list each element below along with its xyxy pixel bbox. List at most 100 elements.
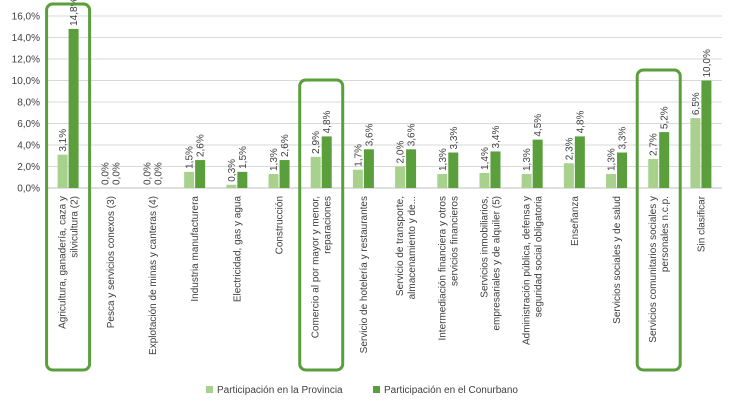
data-label: 2,0% <box>396 141 407 164</box>
bar <box>532 139 543 188</box>
bar <box>395 166 406 188</box>
data-label: 1,5% <box>185 146 196 169</box>
bar <box>268 174 279 188</box>
data-label: 3,3% <box>449 127 460 150</box>
x-tick-label: Electricidad, gas y agua <box>232 196 243 303</box>
legend-swatch <box>373 386 380 393</box>
bar <box>659 132 670 188</box>
x-tick-label: Servicios sociales y de salud <box>612 196 623 324</box>
bar <box>226 184 237 188</box>
data-label: 0,0% <box>142 162 153 185</box>
y-tick-label: 8,0% <box>17 98 40 109</box>
y-tick-label: 6,0% <box>17 119 40 130</box>
x-tick-label: Servicios inmobiliarios, <box>479 196 490 298</box>
data-label: 2,9% <box>311 131 322 154</box>
x-tick-label: Administración pública, defensa y <box>522 196 533 345</box>
data-label: 2,7% <box>649 133 660 156</box>
bar <box>237 171 248 188</box>
bar <box>68 28 79 189</box>
legend: Participación en la Provincia Participaci… <box>206 385 518 396</box>
x-tick-label: seguridad social obligatoria <box>534 196 545 318</box>
data-label: 3,1% <box>58 129 69 152</box>
bar <box>352 169 363 188</box>
x-tick-label: reparaciones <box>323 196 334 254</box>
bar <box>490 151 501 188</box>
legend-swatch <box>206 386 213 393</box>
x-tick-label: Industria manufacturera <box>190 196 201 302</box>
y-tick-label: 10,0% <box>12 76 40 87</box>
bar <box>617 152 628 188</box>
x-tick-label: Servicio de transporte, <box>395 196 406 296</box>
bar <box>606 174 617 188</box>
data-labels: 3,1%0,0% 0,0%1,5%0,3% 1,3%2,9%1,7% 2,0% 1,3%… <box>58 0 713 185</box>
data-label: 1,3% <box>522 148 533 171</box>
y-tick-label: 0,0% <box>17 184 40 195</box>
highlight-box <box>45 2 92 372</box>
x-tick-label: Construcción <box>275 196 286 254</box>
bar <box>521 174 532 188</box>
x-tick-label: Servicios comunitarios sociales y <box>648 196 659 343</box>
bar <box>437 174 448 188</box>
data-label: 6,5% <box>691 92 702 115</box>
bar <box>195 160 206 188</box>
x-tick-label: Comercio al por mayor y menor, <box>311 196 322 338</box>
bar <box>574 136 585 188</box>
data-label: 0,0% <box>111 162 122 185</box>
data-label: 1,5% <box>238 146 249 169</box>
x-tick-label: Intermediación financiera y otros <box>437 196 448 341</box>
x-axis-category-labels: Agricultura, ganadería, caza y silvicultu… <box>58 195 708 355</box>
bar <box>184 171 195 188</box>
x-tick-label: Explotación de minas y canteras (4) <box>148 196 159 355</box>
data-label: 1,3% <box>607 148 618 171</box>
x-tick-label: Agricultura, ganadería, caza y <box>58 196 69 329</box>
x-tick-label: almacenamiento y de... <box>407 196 418 299</box>
data-label: 14,8% <box>69 0 80 26</box>
data-label: 3,6% <box>364 123 375 146</box>
bar <box>448 152 459 188</box>
highlight-box <box>635 68 682 372</box>
bar <box>279 160 290 188</box>
data-label: 2,6% <box>196 134 207 157</box>
data-label: 1,7% <box>353 144 364 167</box>
y-tick-label: 14,0% <box>12 33 40 44</box>
data-label: 1,3% <box>269 148 280 171</box>
data-label: 1,3% <box>438 148 449 171</box>
data-label: 5,2% <box>660 106 671 129</box>
bar <box>563 163 574 188</box>
bars <box>57 28 712 189</box>
highlight-boxes <box>45 2 682 372</box>
bar <box>321 136 332 188</box>
x-tick-label: personales n.c.p. <box>660 196 671 272</box>
x-tick-label: empresariales y de alquiler (5) <box>491 196 502 331</box>
y-axis-tick-labels: 0,0% 2,0% 4,0% 6,0% 8,0% 10,0% 12,0% 14,0% 16,0% <box>12 12 40 195</box>
data-label: 4,8% <box>322 110 333 133</box>
legend-label: Participación en la Provincia <box>217 385 343 396</box>
x-tick-label: Servicio de hotelería y restaurantes <box>359 196 370 353</box>
bar <box>363 149 374 188</box>
y-tick-label: 12,0% <box>12 55 40 66</box>
data-label: 3,3% <box>618 127 629 150</box>
x-tick-label: silvicultura (2) <box>70 196 81 258</box>
x-tick-label: servicios financieros <box>449 196 460 286</box>
data-label: 4,8% <box>575 110 586 133</box>
data-label: 3,4% <box>491 126 502 149</box>
bar <box>701 80 712 188</box>
x-tick-label: Pesca y servicios conexos (3) <box>106 196 117 328</box>
data-label: 10,0% <box>702 49 713 77</box>
bar <box>479 172 490 188</box>
data-label: 3,6% <box>407 123 418 146</box>
data-label: 0,0% <box>153 162 164 185</box>
gridlines <box>47 15 722 189</box>
bar <box>310 156 321 188</box>
data-label: 0,0% <box>100 162 111 185</box>
x-tick-label: Enseñanza <box>570 196 581 246</box>
legend-label: Participación en el Conurbano <box>384 385 518 396</box>
data-label: 4,5% <box>533 114 544 137</box>
y-tick-label: 2,0% <box>17 162 40 173</box>
data-label: 2,6% <box>280 134 291 157</box>
data-label: 1,4% <box>480 147 491 170</box>
highlight-box <box>298 78 345 372</box>
x-tick-label: Sin clasificar <box>696 195 707 252</box>
data-label: 0,3% <box>227 159 238 182</box>
